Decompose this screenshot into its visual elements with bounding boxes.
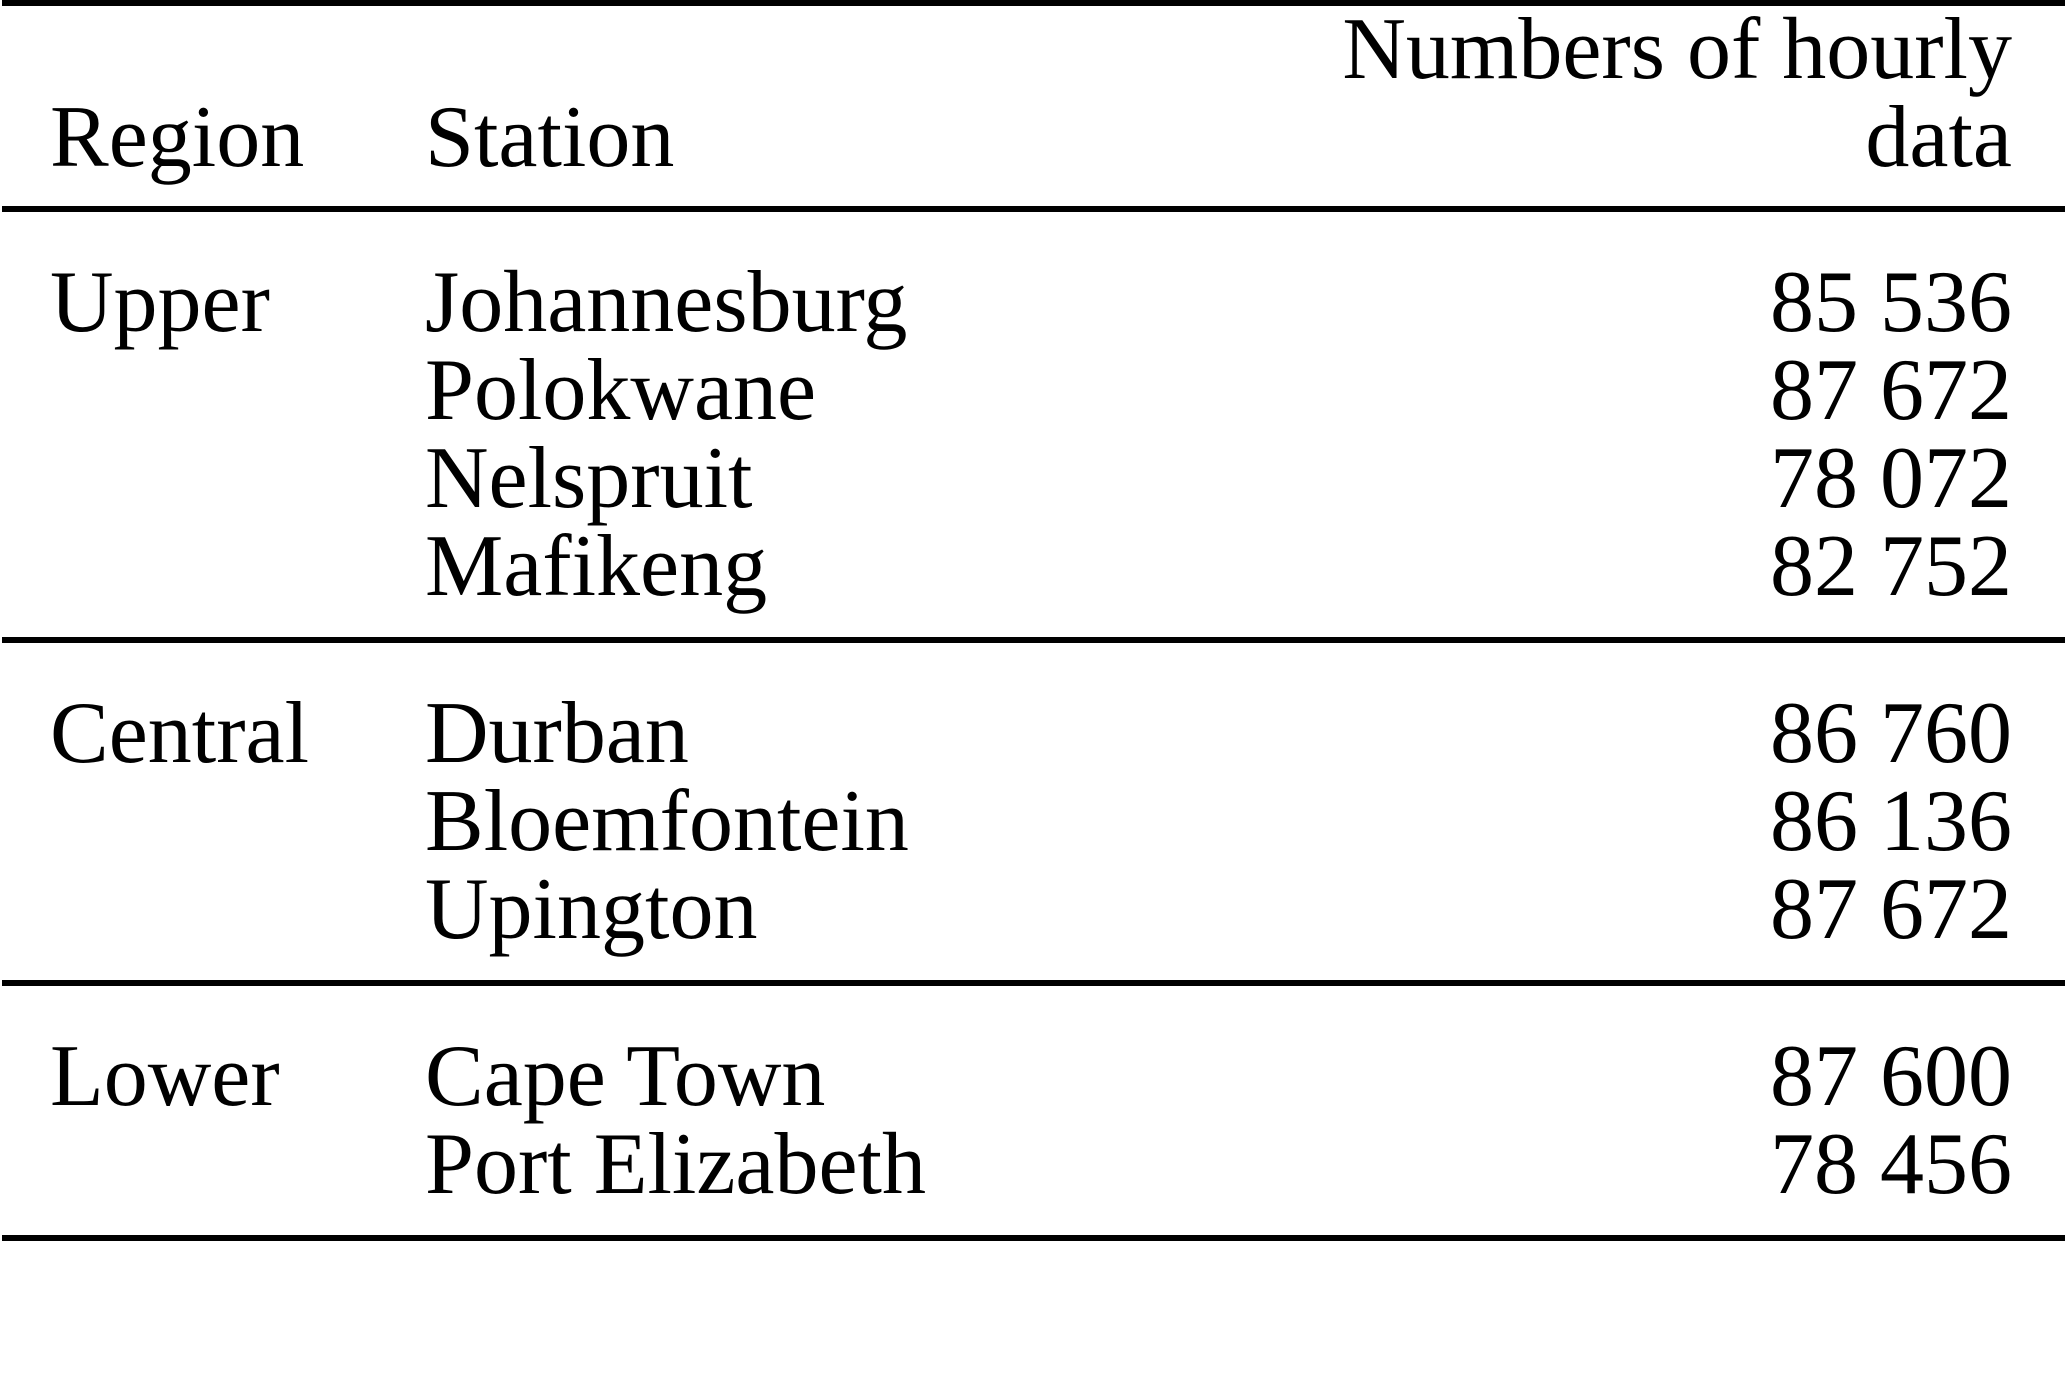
cell-station: Bloemfontein [425,773,909,870]
cell-station: Mafikeng [425,518,768,615]
cell-station: Nelspruit [425,430,753,527]
hourly-data-table: Region Station Numbers of hourly data Up… [2,0,2065,1241]
cell-station: Johannesburg [425,254,908,351]
cell-station: Cape Town [425,1028,826,1125]
cell-region [2,866,412,983]
cell-region: Lower [50,1028,280,1125]
cell-region [2,347,412,435]
column-header-numbers: Numbers of hourly data [1342,1,2012,186]
cell-region: Upper [50,254,270,351]
table-row: Polokwane 87 672 [2,347,2065,435]
cell-station: Durban [425,685,689,782]
cell-numbers: 87 600 [1770,1028,2012,1125]
cell-numbers: 85 536 [1770,254,2012,351]
table-row: Nelspruit 78 072 [2,435,2065,523]
cell-region [2,523,412,640]
table-row: Mafikeng 82 752 [2,523,2065,640]
table-row: Upper Johannesburg 85 536 [2,209,2065,347]
table-row: Bloemfontein 86 136 [2,778,2065,866]
cell-station: Polokwane [425,342,817,439]
cell-numbers: 86 760 [1770,685,2012,782]
table-row: Upington 87 672 [2,866,2065,983]
cell-station: Port Elizabeth [425,1116,926,1213]
cell-station: Upington [425,861,758,958]
table-header: Region Station Numbers of hourly data [2,3,2065,209]
table-body: Upper Johannesburg 85 536 Polokwane 87 6… [2,209,2065,1238]
cell-numbers: 86 136 [1770,773,2012,870]
cell-numbers: 87 672 [1770,861,2012,958]
header-row: Region Station Numbers of hourly data [2,3,2065,209]
cell-numbers: 87 672 [1770,342,2012,439]
table-row: Central Durban 86 760 [2,640,2065,778]
column-header-region: Region [50,89,305,186]
cell-numbers: 78 072 [1770,430,2012,527]
cell-numbers: 78 456 [1770,1116,2012,1213]
table-row: Lower Cape Town 87 600 [2,983,2065,1121]
table-row: Port Elizabeth 78 456 [2,1121,2065,1238]
cell-region [2,778,412,866]
cell-region: Central [50,685,310,782]
cell-region [2,435,412,523]
column-header-station: Station [425,89,675,186]
cell-region [2,1121,412,1238]
cell-numbers: 82 752 [1770,518,2012,615]
